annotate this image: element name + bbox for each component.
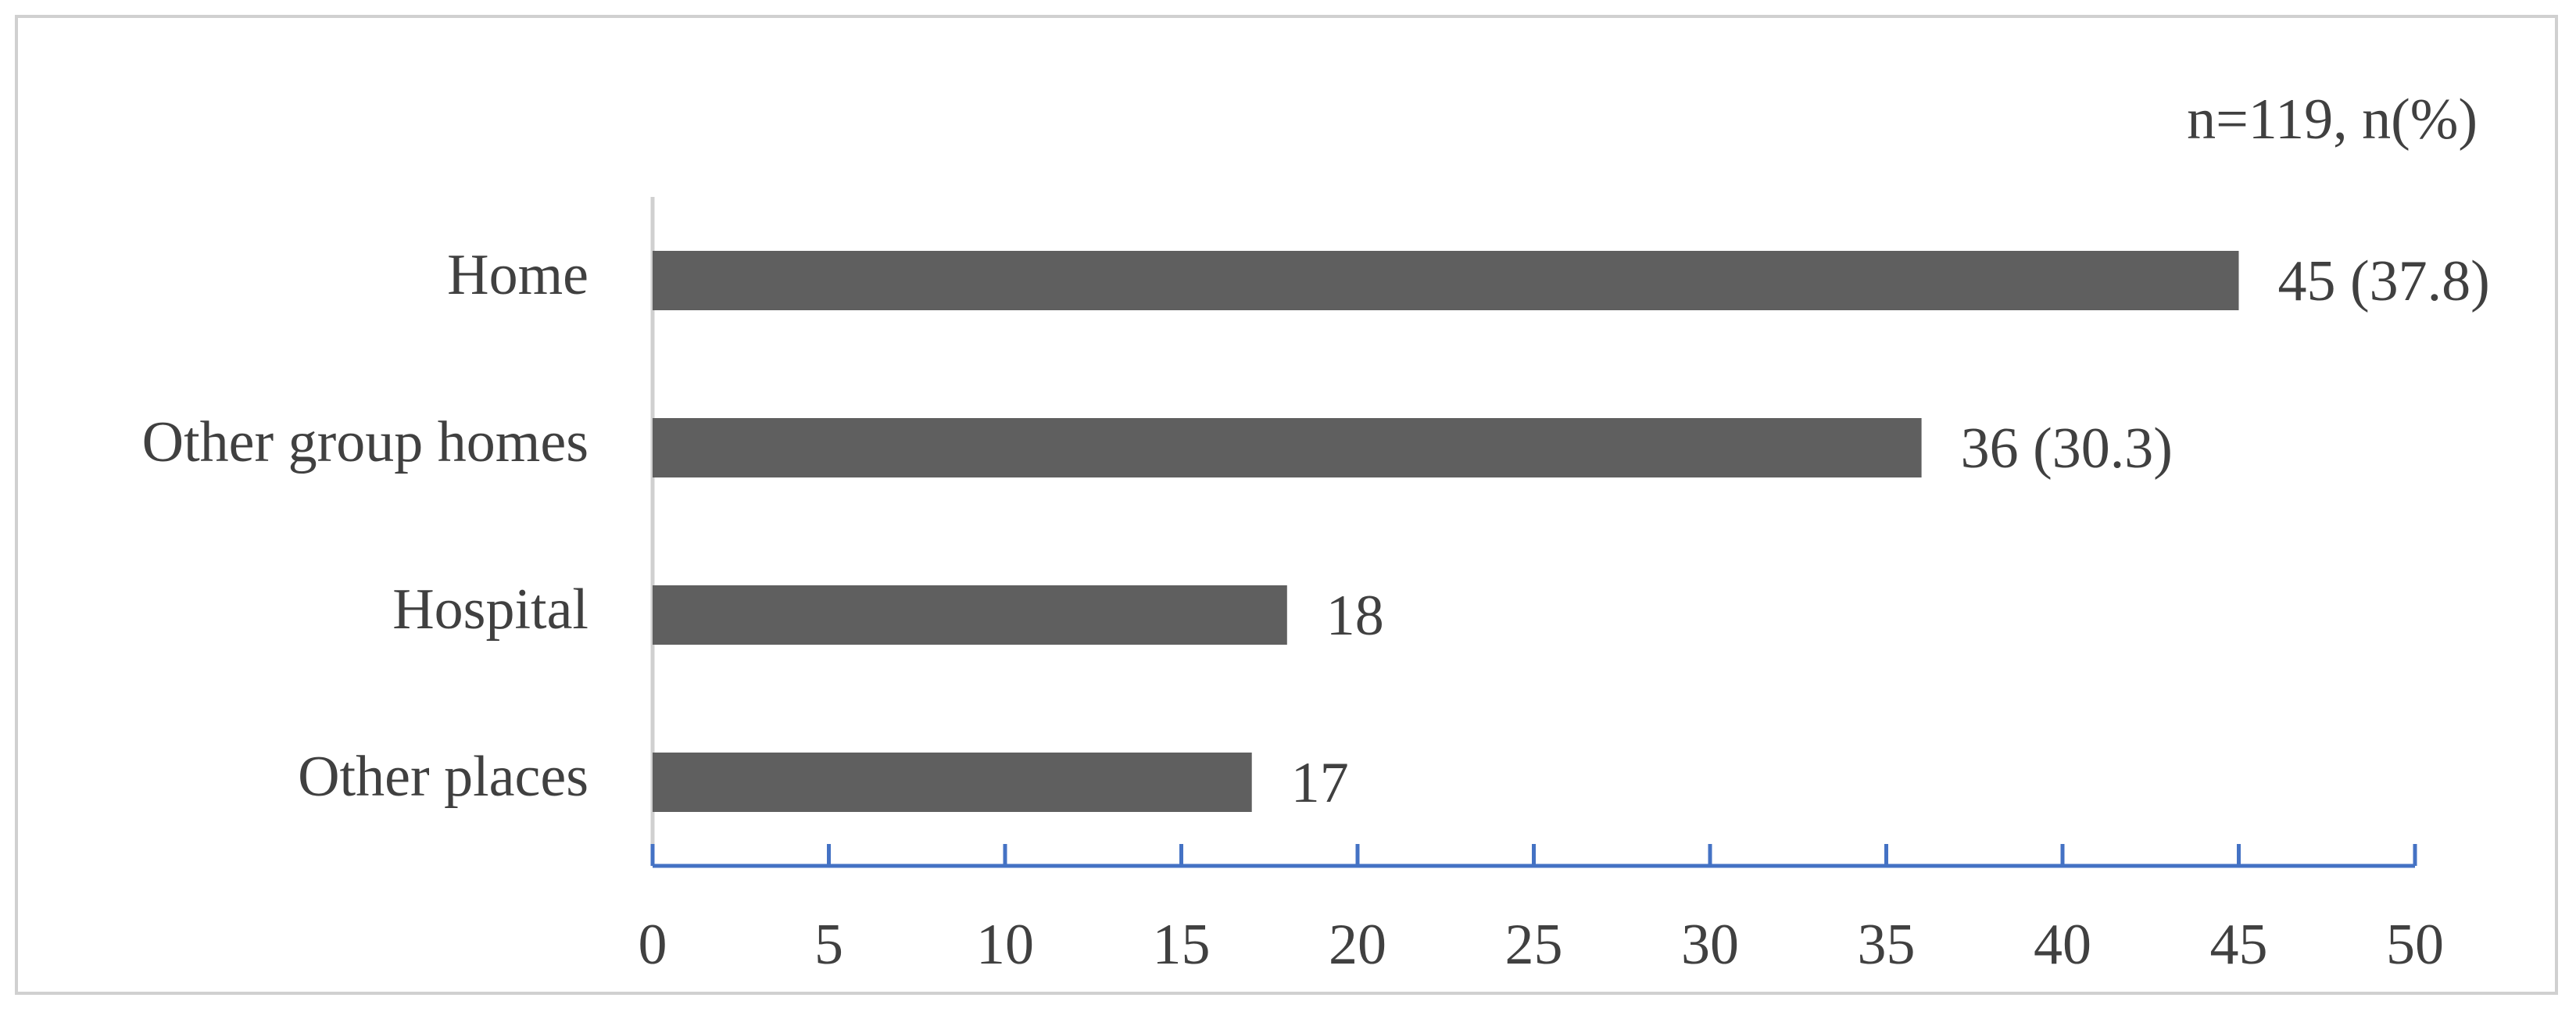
x-tick-label: 30 [1681, 913, 1739, 977]
bar [653, 418, 1922, 477]
value-label: 18 [1326, 584, 1384, 648]
y-tick-label: Other group homes [142, 410, 589, 474]
x-tick-label: 5 [814, 913, 843, 977]
value-label: 17 [1291, 751, 1349, 815]
y-tick-label: Home [447, 243, 589, 307]
value-label: 45 (37.8) [2278, 249, 2490, 313]
x-tick-label: 25 [1505, 913, 1563, 977]
value-label: 36 (30.3) [1961, 417, 2173, 481]
x-tick-label: 15 [1153, 913, 1211, 977]
x-tick-label: 20 [1329, 913, 1386, 977]
chart-border [15, 15, 2558, 995]
annotation: n=119, n(%) [2187, 88, 2478, 152]
x-tick-label: 0 [639, 913, 667, 977]
x-tick-label: 45 [2210, 913, 2268, 977]
x-tick-label: 10 [976, 913, 1034, 977]
bar [653, 753, 1252, 812]
y-tick-label: Hospital [392, 578, 589, 642]
y-tick-label: Other places [298, 745, 589, 809]
bar [653, 585, 1287, 645]
x-tick-label: 50 [2386, 913, 2444, 977]
x-tick-label: 40 [2034, 913, 2091, 977]
bar [653, 251, 2239, 310]
x-tick-label: 35 [1858, 913, 1916, 977]
